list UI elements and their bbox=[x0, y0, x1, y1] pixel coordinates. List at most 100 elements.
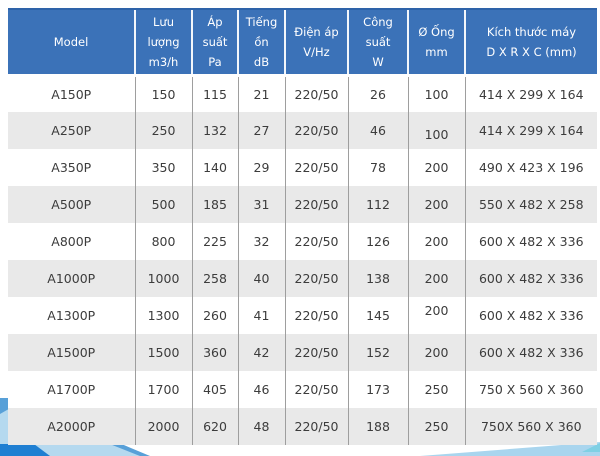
table-row: A250P 250 132 27 220/50 46 100 414 X 299 X 164 bbox=[8, 112, 597, 149]
value-cell: 220/50 bbox=[284, 334, 348, 371]
value-cell: 46 bbox=[347, 112, 408, 149]
value-cell: 360 bbox=[191, 334, 238, 371]
value-cell: 42 bbox=[237, 334, 285, 371]
cell-text: A2000P bbox=[47, 419, 96, 434]
value-cell: 78 bbox=[347, 149, 408, 186]
model-cell: A350P bbox=[8, 149, 135, 186]
cell-text: 500 bbox=[151, 197, 176, 212]
table-row: A1000P 1000 258 40 220/50 138 200 600 X 482 X 3… bbox=[8, 260, 597, 297]
value-cell: 200 bbox=[407, 297, 465, 334]
column-header: Model bbox=[8, 8, 135, 77]
cell-text: 620 bbox=[203, 419, 227, 434]
value-cell: 600 X 482 X 336 bbox=[464, 297, 597, 334]
value-cell: 145 bbox=[347, 297, 408, 334]
column-header: Ø Ống mm bbox=[407, 8, 465, 77]
value-cell: 140 bbox=[191, 149, 238, 186]
cell-text: A1000P bbox=[47, 271, 96, 286]
spec-table: Model Lưu lượng m3/h Áp suất Pa Tiếng ồn dB… bbox=[8, 8, 597, 445]
cell-text: 490 X 423 X 196 bbox=[478, 160, 584, 175]
cell-text: 26 bbox=[370, 86, 386, 102]
cell-text: 112 bbox=[366, 197, 390, 212]
cell-text: 42 bbox=[253, 345, 270, 360]
model-cell: A150P bbox=[8, 75, 135, 112]
cell-text: 21 bbox=[253, 86, 270, 102]
cell-text: 145 bbox=[366, 308, 390, 323]
cell-text: 78 bbox=[370, 160, 386, 175]
value-cell: 1500 bbox=[134, 334, 192, 371]
cell-text: A1700P bbox=[47, 382, 96, 397]
model-cell: A1500P bbox=[8, 334, 135, 371]
cell-text: A1500P bbox=[47, 345, 96, 360]
cell-text: A150P bbox=[51, 86, 92, 102]
table-row: A500P 500 185 31 220/50 112 200 550 X 482 X 258 bbox=[8, 186, 597, 223]
value-cell: 250 bbox=[407, 408, 465, 445]
cell-text: 27 bbox=[253, 123, 270, 138]
cell-text: 1000 bbox=[147, 271, 180, 286]
value-cell: 550 X 482 X 258 bbox=[464, 186, 597, 223]
value-cell: 600 X 482 X 336 bbox=[464, 223, 597, 260]
value-cell: 405 bbox=[191, 371, 238, 408]
value-cell: 225 bbox=[191, 223, 238, 260]
value-cell: 1700 bbox=[134, 371, 192, 408]
value-cell: 500 bbox=[134, 186, 192, 223]
value-cell: 200 bbox=[407, 223, 465, 260]
cell-text: 152 bbox=[366, 345, 390, 360]
column-header: Tiếng ồn dB bbox=[237, 8, 285, 77]
ribbon-decoration-right-teal bbox=[582, 443, 600, 452]
cell-text: 225 bbox=[203, 234, 227, 249]
cell-text: 405 bbox=[203, 382, 227, 397]
value-cell: 188 bbox=[347, 408, 408, 445]
cell-text: 100 bbox=[424, 127, 449, 142]
value-cell: 29 bbox=[237, 149, 285, 186]
value-cell: 200 bbox=[407, 334, 465, 371]
value-cell: 600 X 482 X 336 bbox=[464, 334, 597, 371]
cell-text: 200 bbox=[424, 234, 449, 249]
column-header: Công suất W bbox=[347, 8, 408, 77]
cell-text: 550 X 482 X 258 bbox=[478, 197, 584, 212]
table-row: A1500P 1500 360 42 220/50 152 200 600 X 482 X 3… bbox=[8, 334, 597, 371]
value-cell: 220/50 bbox=[284, 75, 348, 112]
value-cell: 220/50 bbox=[284, 149, 348, 186]
value-cell: 220/50 bbox=[284, 408, 348, 445]
value-cell: 185 bbox=[191, 186, 238, 223]
model-cell: A1000P bbox=[8, 260, 135, 297]
value-cell: 126 bbox=[347, 223, 408, 260]
cell-text: 132 bbox=[203, 123, 227, 138]
cell-text: 220/50 bbox=[294, 382, 339, 397]
value-cell: 220/50 bbox=[284, 260, 348, 297]
model-cell: A1700P bbox=[8, 371, 135, 408]
value-cell: 414 X 299 X 164 bbox=[464, 112, 597, 149]
value-cell: 100 bbox=[407, 75, 465, 112]
cell-text: 350 bbox=[151, 160, 176, 175]
value-cell: 220/50 bbox=[284, 112, 348, 149]
value-cell: 112 bbox=[347, 186, 408, 223]
value-cell: 220/50 bbox=[284, 186, 348, 223]
cell-text: 220/50 bbox=[294, 271, 339, 286]
cell-text: 250 bbox=[424, 382, 449, 397]
cell-text: 2000 bbox=[147, 419, 180, 434]
value-cell: 1300 bbox=[134, 297, 192, 334]
value-cell: 100 bbox=[407, 112, 465, 149]
cell-text: 29 bbox=[253, 160, 270, 175]
value-cell: 260 bbox=[191, 297, 238, 334]
value-cell: 750 X 560 X 360 bbox=[464, 371, 597, 408]
cell-text: A250P bbox=[51, 123, 92, 138]
value-cell: 200 bbox=[407, 149, 465, 186]
cell-text: 140 bbox=[203, 160, 227, 175]
cell-text: 220/50 bbox=[294, 123, 339, 138]
column-header: Kích thước máy D X R X C (mm) bbox=[464, 8, 597, 77]
cell-text: 600 X 482 X 336 bbox=[478, 345, 584, 360]
value-cell: 32 bbox=[237, 223, 285, 260]
value-cell: 350 bbox=[134, 149, 192, 186]
cell-text: 115 bbox=[203, 86, 227, 102]
value-cell: 2000 bbox=[134, 408, 192, 445]
value-cell: 200 bbox=[407, 260, 465, 297]
cell-text: A1300P bbox=[47, 308, 96, 323]
value-cell: 220/50 bbox=[284, 371, 348, 408]
value-cell: 220/50 bbox=[284, 223, 348, 260]
cell-text: 200 bbox=[424, 160, 449, 175]
cell-text: 600 X 482 X 336 bbox=[478, 271, 584, 286]
cell-text: A500P bbox=[51, 197, 92, 212]
cell-text: 414 X 299 X 164 bbox=[478, 123, 584, 138]
cell-text: 188 bbox=[366, 419, 390, 434]
